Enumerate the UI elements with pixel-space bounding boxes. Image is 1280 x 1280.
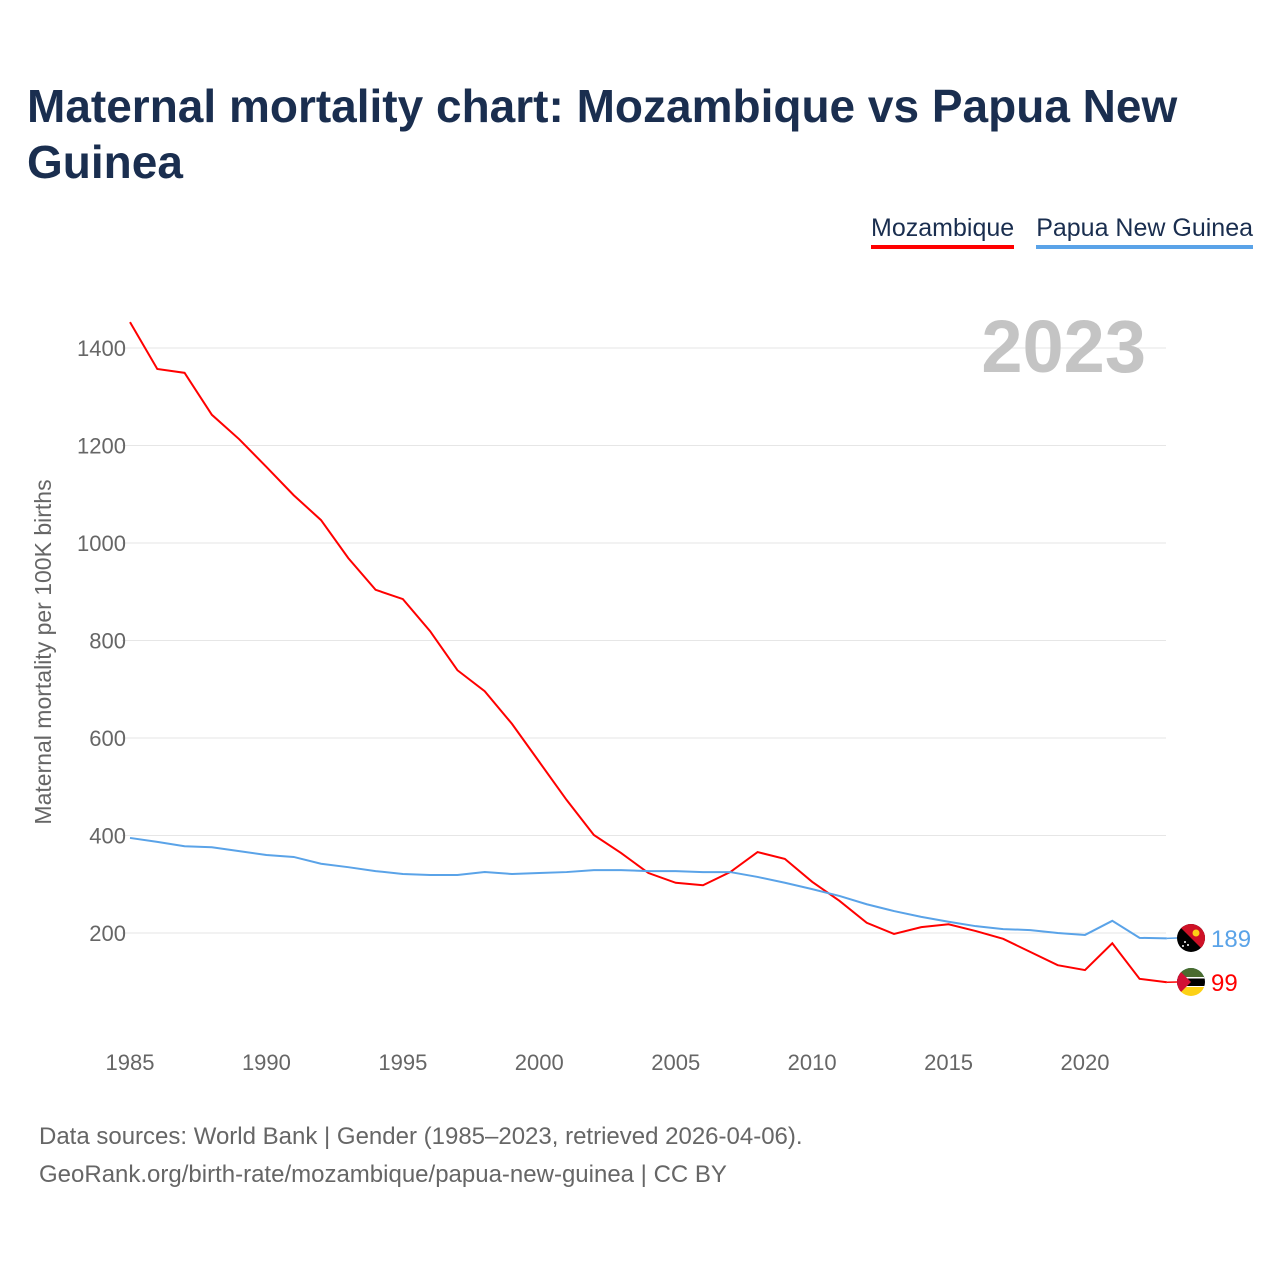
y-tick-label: 1200	[77, 434, 126, 459]
chart-title: Maternal mortality chart: Mozambique vs …	[27, 80, 1178, 188]
x-tick-label: 1990	[242, 1050, 291, 1075]
x-tick-label: 2015	[924, 1050, 973, 1075]
year-watermark: 2023	[981, 305, 1146, 388]
y-tick-label: 1000	[77, 531, 126, 556]
legend: Mozambique Papua New Guinea	[871, 214, 1253, 249]
footer: Data sources: World Bank | Gender (1985–…	[39, 1118, 803, 1194]
y-tick-label: 600	[89, 726, 126, 751]
legend-papua-new-guinea[interactable]: Papua New Guinea	[1036, 214, 1253, 249]
x-tick-label: 2020	[1061, 1050, 1110, 1075]
end-value-label: 189	[1211, 926, 1251, 953]
y-tick-label: 1400	[77, 336, 126, 361]
legend-mozambique[interactable]: Mozambique	[871, 214, 1015, 249]
source-link[interactable]: GeoRank.org/birth-rate/mozambique/papua-…	[39, 1161, 727, 1188]
papua-new-guinea-flag-icon	[1177, 924, 1205, 952]
mozambique-flag-icon	[1177, 968, 1205, 996]
x-tick-label: 1995	[378, 1050, 427, 1075]
y-tick-label: 800	[89, 629, 126, 654]
y-axis-label: Maternal mortality per 100K births	[30, 479, 56, 824]
x-tick-label: 2010	[788, 1050, 837, 1075]
end-value-label: 99	[1211, 970, 1238, 997]
source-text: Data sources: World Bank | Gender (1985–…	[39, 1123, 803, 1150]
series-line-papua-new-guinea	[129, 836, 1167, 940]
x-tick-label: 2005	[651, 1050, 700, 1075]
y-tick-label: 200	[89, 921, 126, 946]
y-tick-label: 400	[89, 824, 126, 849]
x-tick-label: 1985	[106, 1050, 155, 1075]
series-line-mozambique	[129, 321, 1167, 984]
x-tick-label: 2000	[515, 1050, 564, 1075]
